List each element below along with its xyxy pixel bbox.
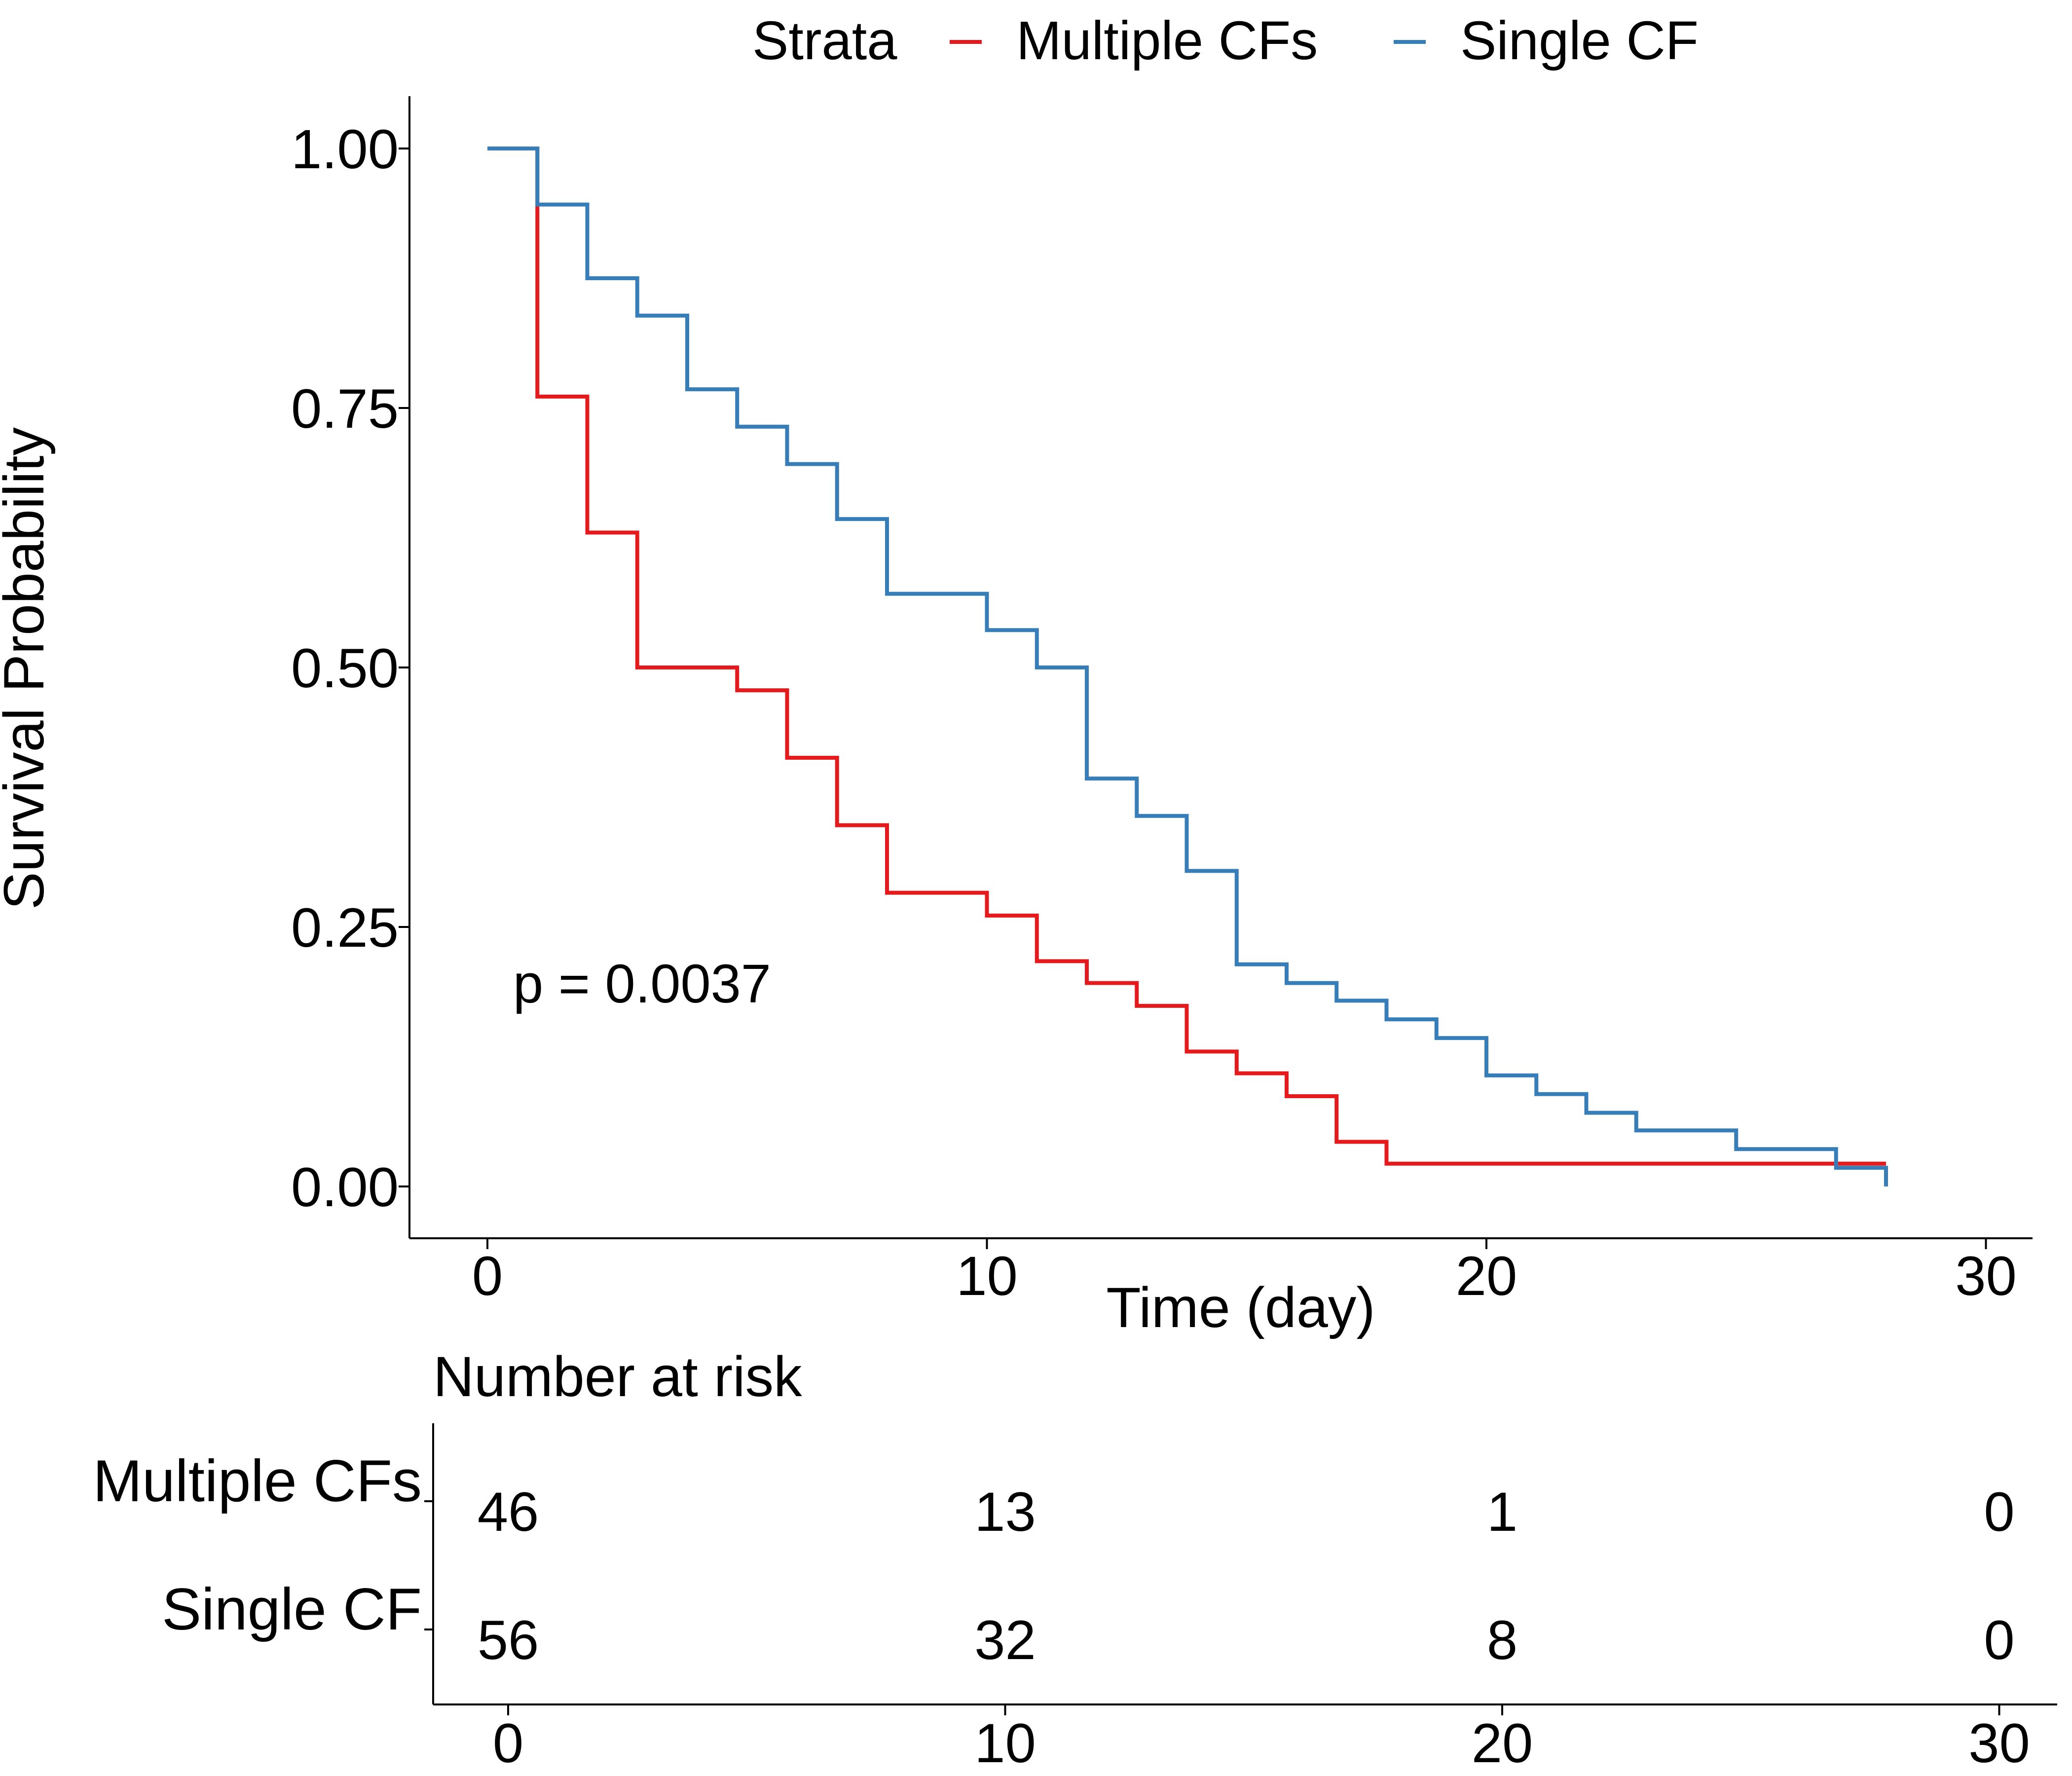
risk-row-label: Multiple CFs — [93, 1448, 422, 1514]
risk-value: 1 — [1487, 1481, 1517, 1543]
y-tick-label: 0.75 — [291, 378, 399, 440]
survival-plot: 0.000.250.500.751.00 0 10 20 30 Time (day) … — [0, 96, 2033, 1339]
p-value-annotation: p = 0.0037 — [513, 954, 771, 1014]
risk-value: 0 — [1984, 1609, 2014, 1671]
x-tick-label: 30 — [1955, 1245, 2017, 1307]
risk-x-tick-label: 10 — [974, 1712, 1036, 1774]
risk-value: 0 — [1984, 1481, 2014, 1543]
risk-table-title: Number at risk — [433, 1345, 802, 1408]
risk-table: Number at risk Multiple CFs 46 13 1 0Single … — [93, 1345, 2057, 1774]
legend-title: Strata — [752, 10, 897, 71]
y-axis-ticks: 0.00 0.25 0.50 0.75 1.00 — [291, 118, 409, 1218]
risk-x-tick-label: 30 — [1968, 1712, 2030, 1774]
survival-curve-single-cf — [487, 147, 1888, 1186]
x-tick-label: 10 — [956, 1245, 1018, 1307]
y-axis-label: Survival Probability — [0, 427, 56, 910]
risk-value: 46 — [478, 1481, 539, 1543]
x-tick-label: 0 — [472, 1245, 503, 1307]
risk-x-tick-label: 20 — [1472, 1712, 1533, 1774]
risk-value: 8 — [1487, 1609, 1517, 1671]
x-axis-ticks: 0 10 20 30 — [472, 1238, 2017, 1307]
risk-value: 13 — [974, 1481, 1036, 1543]
x-axis-label: Time (day) — [1106, 1276, 1375, 1339]
risk-x-tick-label: 0 — [493, 1712, 523, 1774]
x-tick-label: 20 — [1456, 1245, 1517, 1307]
risk-value: 56 — [478, 1609, 539, 1671]
survival-curves — [487, 147, 1888, 1186]
y-tick-label: 0.25 — [291, 897, 399, 959]
y-tick-label: 1.00 — [291, 118, 399, 180]
survival-curve-multiple-cfs — [487, 147, 1886, 1166]
y-tick-label: 0.00 — [291, 1156, 399, 1218]
legend-label-single-cf: Single CF — [1460, 10, 1699, 71]
risk-table-x-ticks: 0 10 20 30 — [493, 1704, 2030, 1774]
risk-value: 32 — [974, 1609, 1036, 1671]
y-tick-label: 0.50 — [291, 637, 399, 699]
legend: Strata Multiple CFs Single CF — [752, 10, 1699, 71]
risk-table-rows: Multiple CFs 46 13 1 0 Single CF 56 32 8 0 — [93, 1448, 2014, 1671]
legend-label-multiple-cfs: Multiple CFs — [1016, 10, 1318, 71]
risk-row-label: Single CF — [162, 1576, 422, 1642]
